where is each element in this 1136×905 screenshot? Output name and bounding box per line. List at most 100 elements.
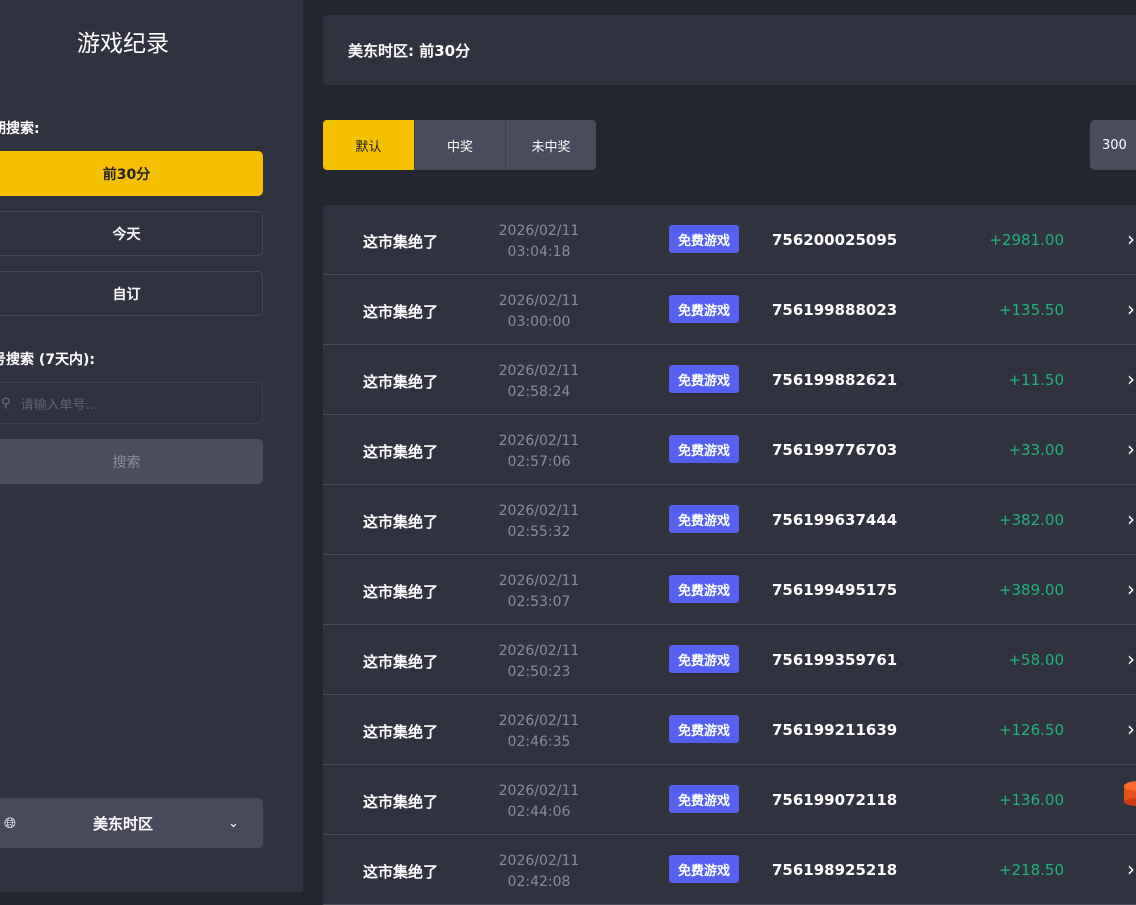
record-list: 这市集绝了 2026/02/11 03:04:18 免费游戏 7562000250… [323,205,1136,905]
order-number: 756199211639 [772,721,898,739]
record-time: 2026/02/11 03:04:18 [483,221,595,263]
record-row[interactable]: 这市集绝了 2026/02/11 02:58:24 免费游戏 7561998826… [323,345,1136,415]
record-time: 2026/02/11 02:44:06 [483,781,595,823]
game-name: 这市集绝了 [363,793,439,811]
last-30-min-button[interactable]: 前30分 [0,151,263,196]
game-name: 这市集绝了 [363,373,439,391]
search-icon: ⚲ [1,395,11,411]
win-amount: +135.50 [998,301,1064,319]
chevron-right-icon[interactable]: › [1127,577,1135,601]
record-date: 2026/02/11 [498,503,580,519]
win-amount: +382.00 [998,511,1064,529]
record-time: 2026/02/11 02:50:23 [483,641,595,683]
record-clock: 02:42:08 [507,874,571,890]
record-time: 2026/02/11 02:46:35 [483,711,595,753]
record-row[interactable]: 这市集绝了 2026/02/11 02:57:06 免费游戏 7561997767… [323,415,1136,485]
order-number: 756199637444 [772,511,898,529]
record-date: 2026/02/11 [498,433,580,449]
record-date: 2026/02/11 [498,713,580,729]
record-clock: 03:00:00 [507,314,571,330]
chevron-down-icon: ⌄ [228,815,239,831]
game-name: 这市集绝了 [363,583,439,601]
record-clock: 02:57:06 [507,454,571,470]
free-game-badge: 免费游戏 [669,575,739,603]
win-amount: +33.00 [1008,441,1064,459]
game-name: 这市集绝了 [363,723,439,741]
game-name: 这市集绝了 [363,513,439,531]
game-name: 这市集绝了 [363,443,439,461]
order-search-label: 号搜索 (7天内): [0,352,96,368]
chevron-right-icon[interactable]: › [1127,857,1135,881]
chevron-right-icon[interactable]: › [1127,297,1135,321]
win-amount: +11.50 [1008,371,1064,389]
timezone-select[interactable]: 🌐︎ 美东时区 ⌄ [0,798,263,848]
chevron-right-icon[interactable]: › [1127,717,1135,741]
free-game-badge: 免费游戏 [669,505,739,533]
order-number: 756199495175 [772,581,898,599]
record-row[interactable]: 这市集绝了 2026/02/11 02:53:07 免费游戏 7561994951… [323,555,1136,625]
record-date: 2026/02/11 [498,643,580,659]
free-game-badge: 免费游戏 [669,365,739,393]
tab-default[interactable]: 默认 [323,120,414,170]
free-game-badge: 免费游戏 [669,785,739,813]
record-row[interactable]: 这市集绝了 2026/02/11 02:44:06 免费游戏 7561990721… [323,765,1136,835]
free-game-badge: 免费游戏 [669,715,739,743]
free-game-badge: 免费游戏 [669,295,739,323]
win-amount: +389.00 [998,581,1064,599]
timezone-label: 美东时区 [93,814,154,833]
tab-not-won[interactable]: 未中奖 [505,120,596,170]
chevron-right-icon[interactable]: › [1127,647,1135,671]
search-button[interactable]: 搜索 [0,439,263,484]
globe-icon: 🌐︎ [4,814,17,832]
win-amount: +126.50 [998,721,1064,739]
sidebar: 游戏纪录 期搜索: 前30分 今天 自订 号搜索 (7天内): ⚲ 请输入单号.… [0,0,303,892]
record-clock: 02:53:07 [507,594,571,610]
record-time: 2026/02/11 02:55:32 [483,501,595,543]
filter-summary: 美东时区: 前30分 [323,15,1136,85]
record-row[interactable]: 这市集绝了 2026/02/11 02:42:08 免费游戏 7561989252… [323,835,1136,905]
record-time: 2026/02/11 02:53:07 [483,571,595,613]
record-row[interactable]: 这市集绝了 2026/02/11 02:55:32 免费游戏 7561996374… [323,485,1136,555]
chevron-right-icon[interactable]: › [1127,437,1135,461]
page-size-select[interactable]: 300 [1090,120,1136,170]
free-game-badge: 免费游戏 [669,225,739,253]
record-time: 2026/02/11 02:57:06 [483,431,595,473]
floating-coin-icon[interactable] [1124,770,1136,806]
chevron-right-icon[interactable]: › [1127,507,1135,531]
record-row[interactable]: 这市集绝了 2026/02/11 03:04:18 免费游戏 7562000250… [323,205,1136,275]
record-date: 2026/02/11 [498,223,580,239]
record-clock: 02:58:24 [507,384,571,400]
order-number: 756199359761 [772,651,898,669]
win-amount: +136.00 [998,791,1064,809]
chevron-right-icon[interactable]: › [1127,227,1135,251]
record-row[interactable]: 这市集绝了 2026/02/11 02:46:35 免费游戏 7561992116… [323,695,1136,765]
record-clock: 02:46:35 [507,734,571,750]
today-button[interactable]: 今天 [0,211,263,256]
game-name: 这市集绝了 [363,653,439,671]
tab-won[interactable]: 中奖 [414,120,505,170]
record-date: 2026/02/11 [498,573,580,589]
order-search-input[interactable]: ⚲ 请输入单号... [0,382,263,424]
record-row[interactable]: 这市集绝了 2026/02/11 02:50:23 免费游戏 7561993597… [323,625,1136,695]
free-game-badge: 免费游戏 [669,435,739,463]
record-row[interactable]: 这市集绝了 2026/02/11 03:00:00 免费游戏 7561998880… [323,275,1136,345]
result-tabs: 默认 中奖 未中奖 [323,120,596,170]
win-amount: +218.50 [998,861,1064,879]
chevron-right-icon[interactable]: › [1127,367,1135,391]
record-date: 2026/02/11 [498,363,580,379]
game-name: 这市集绝了 [363,233,439,251]
record-time: 2026/02/11 02:58:24 [483,361,595,403]
record-time: 2026/02/11 03:00:00 [483,291,595,333]
free-game-badge: 免费游戏 [669,645,739,673]
record-clock: 02:44:06 [507,804,571,820]
record-time: 2026/02/11 02:42:08 [483,851,595,893]
game-name: 这市集绝了 [363,303,439,321]
game-name: 这市集绝了 [363,863,439,881]
record-date: 2026/02/11 [498,293,580,309]
record-clock: 03:04:18 [507,244,571,260]
order-number: 756199776703 [772,441,898,459]
custom-button[interactable]: 自订 [0,271,263,316]
record-date: 2026/02/11 [498,853,580,869]
free-game-badge: 免费游戏 [669,855,739,883]
date-search-label: 期搜索: [0,121,40,137]
